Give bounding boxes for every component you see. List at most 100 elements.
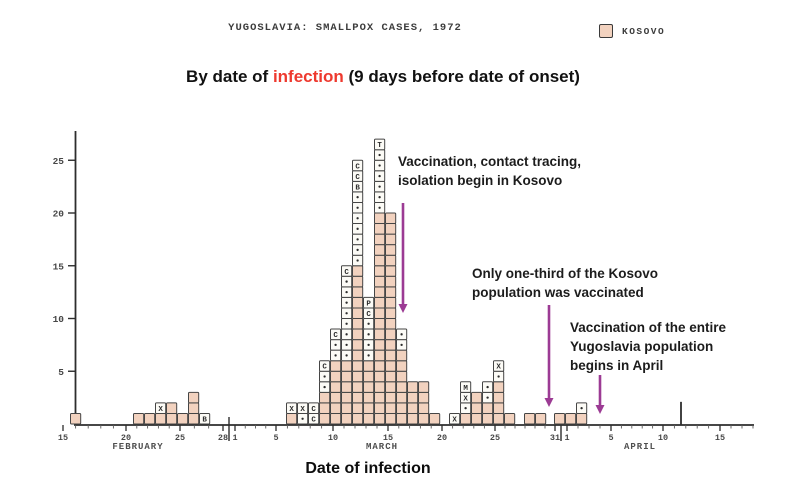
month-label-february: FEBRUARY <box>112 442 164 452</box>
dot-mark <box>378 206 381 209</box>
dot-mark <box>334 354 337 357</box>
legend: KOSOVO <box>599 24 665 38</box>
dot-mark <box>497 375 500 378</box>
dot-mark <box>367 322 370 325</box>
case-square <box>363 296 375 309</box>
dot-mark <box>378 174 381 178</box>
dot-mark <box>334 343 337 347</box>
case-square <box>352 265 364 277</box>
dot-mark <box>356 217 359 220</box>
case-square <box>471 402 483 414</box>
case-square <box>330 381 342 393</box>
case-square <box>374 254 386 267</box>
case-square <box>352 307 364 320</box>
case-square <box>297 402 309 414</box>
dot-mark <box>378 185 381 188</box>
letter-mark: C <box>322 364 327 372</box>
case-square <box>535 412 547 425</box>
annotation-yugoslavia-vaccination: Vaccination of the entire Yugoslavia pop… <box>570 318 726 375</box>
case-square <box>352 159 364 172</box>
case-square <box>418 412 430 425</box>
case-square <box>471 412 483 425</box>
case-square <box>155 412 167 425</box>
case-square <box>385 254 397 267</box>
annotation-line: Only one-third of the Kosovo <box>472 266 658 281</box>
case-square <box>352 370 364 383</box>
case-square <box>374 402 386 414</box>
case-square <box>319 402 331 414</box>
case-square <box>374 212 386 225</box>
case-square <box>565 412 577 425</box>
case-square <box>385 296 397 309</box>
case-square <box>374 223 386 235</box>
case-square <box>352 286 364 298</box>
case-square <box>374 391 386 404</box>
dot-mark <box>356 248 359 252</box>
case-square <box>374 370 386 383</box>
case-square <box>385 318 397 330</box>
letter-mark: C <box>311 416 316 424</box>
x-tick-label: 25 <box>490 433 500 443</box>
x-tick-label: 15 <box>383 433 393 443</box>
case-square <box>319 412 331 425</box>
letter-mark: C <box>355 163 360 171</box>
x-tick-label: 20 <box>121 433 131 443</box>
dot-mark <box>345 333 348 336</box>
case-square <box>385 307 397 320</box>
x-tick-label: 10 <box>328 433 338 443</box>
case-square <box>407 391 419 404</box>
letter-mark: X <box>496 364 501 372</box>
case-square <box>330 412 342 425</box>
case-square <box>385 265 397 277</box>
dot-mark <box>400 333 403 336</box>
case-square <box>385 233 397 246</box>
case-square <box>385 223 397 235</box>
case-square <box>199 412 211 425</box>
case-square <box>374 265 386 277</box>
case-square <box>504 412 516 425</box>
dot-mark <box>356 227 359 230</box>
case-square <box>155 402 167 414</box>
case-square <box>341 370 353 383</box>
case-square <box>70 412 82 425</box>
case-square <box>352 318 364 330</box>
case-square <box>341 381 353 393</box>
case-square <box>363 412 375 425</box>
case-square <box>374 138 386 151</box>
chart-subtitle: By date of infection (9 days before date… <box>186 67 580 87</box>
case-square <box>374 296 386 309</box>
annotation-line: population was vaccinated <box>472 285 644 301</box>
case-square <box>493 412 505 425</box>
letter-mark: C <box>311 406 316 414</box>
case-square <box>341 391 353 404</box>
x-tick-label: 25 <box>175 433 185 443</box>
case-square <box>352 391 364 404</box>
case-square <box>352 349 364 362</box>
x-tick-label: 31 <box>550 433 560 443</box>
case-square <box>396 349 408 362</box>
letter-mark: X <box>463 395 468 403</box>
case-square <box>374 412 386 425</box>
dot-mark <box>400 343 403 347</box>
case-square <box>407 381 419 393</box>
case-square <box>352 412 364 425</box>
case-square <box>385 391 397 404</box>
annotation-kosovo-response: Vaccination, contact tracing, isolation … <box>398 152 581 190</box>
case-square <box>374 307 386 320</box>
letter-mark: M <box>463 385 468 393</box>
subtitle-post: (9 days before date of onset) <box>343 67 580 86</box>
letter-mark: P <box>366 300 371 308</box>
case-square <box>429 412 441 425</box>
case-square <box>460 381 472 393</box>
case-square <box>407 402 419 414</box>
case-square <box>418 381 430 393</box>
case-square <box>330 328 342 341</box>
case-square <box>418 402 430 414</box>
case-square <box>385 370 397 383</box>
case-square <box>319 391 331 404</box>
case-square <box>188 402 200 414</box>
dot-mark <box>486 385 489 389</box>
annotation-arrow-head-icon <box>398 304 408 313</box>
